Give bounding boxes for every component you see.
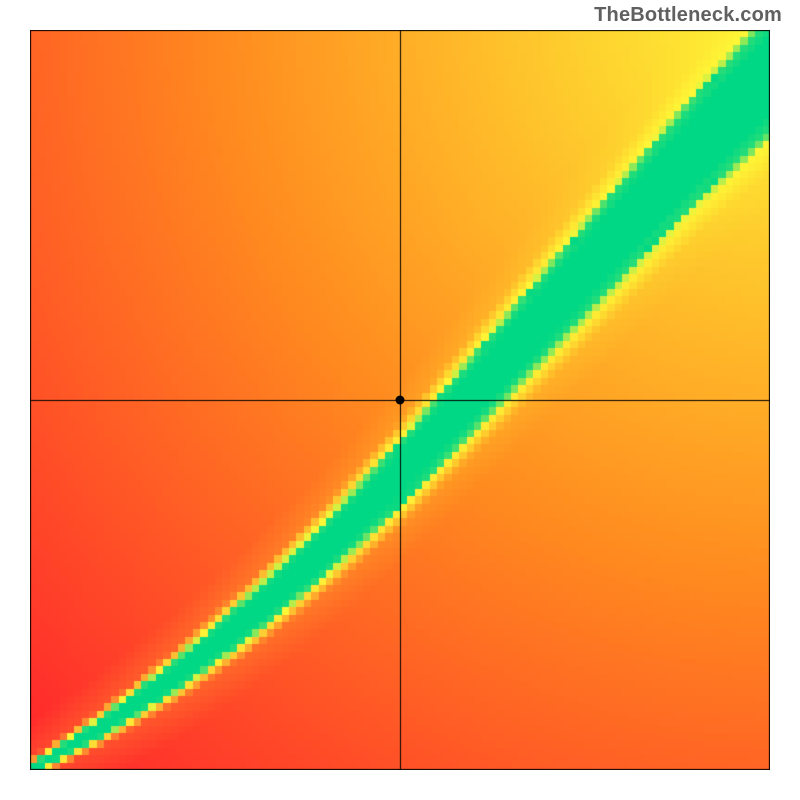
heatmap-canvas	[30, 30, 770, 770]
chart-container: TheBottleneck.com	[0, 0, 800, 800]
bottleneck-heatmap	[30, 30, 770, 770]
watermark-text: TheBottleneck.com	[594, 4, 782, 27]
